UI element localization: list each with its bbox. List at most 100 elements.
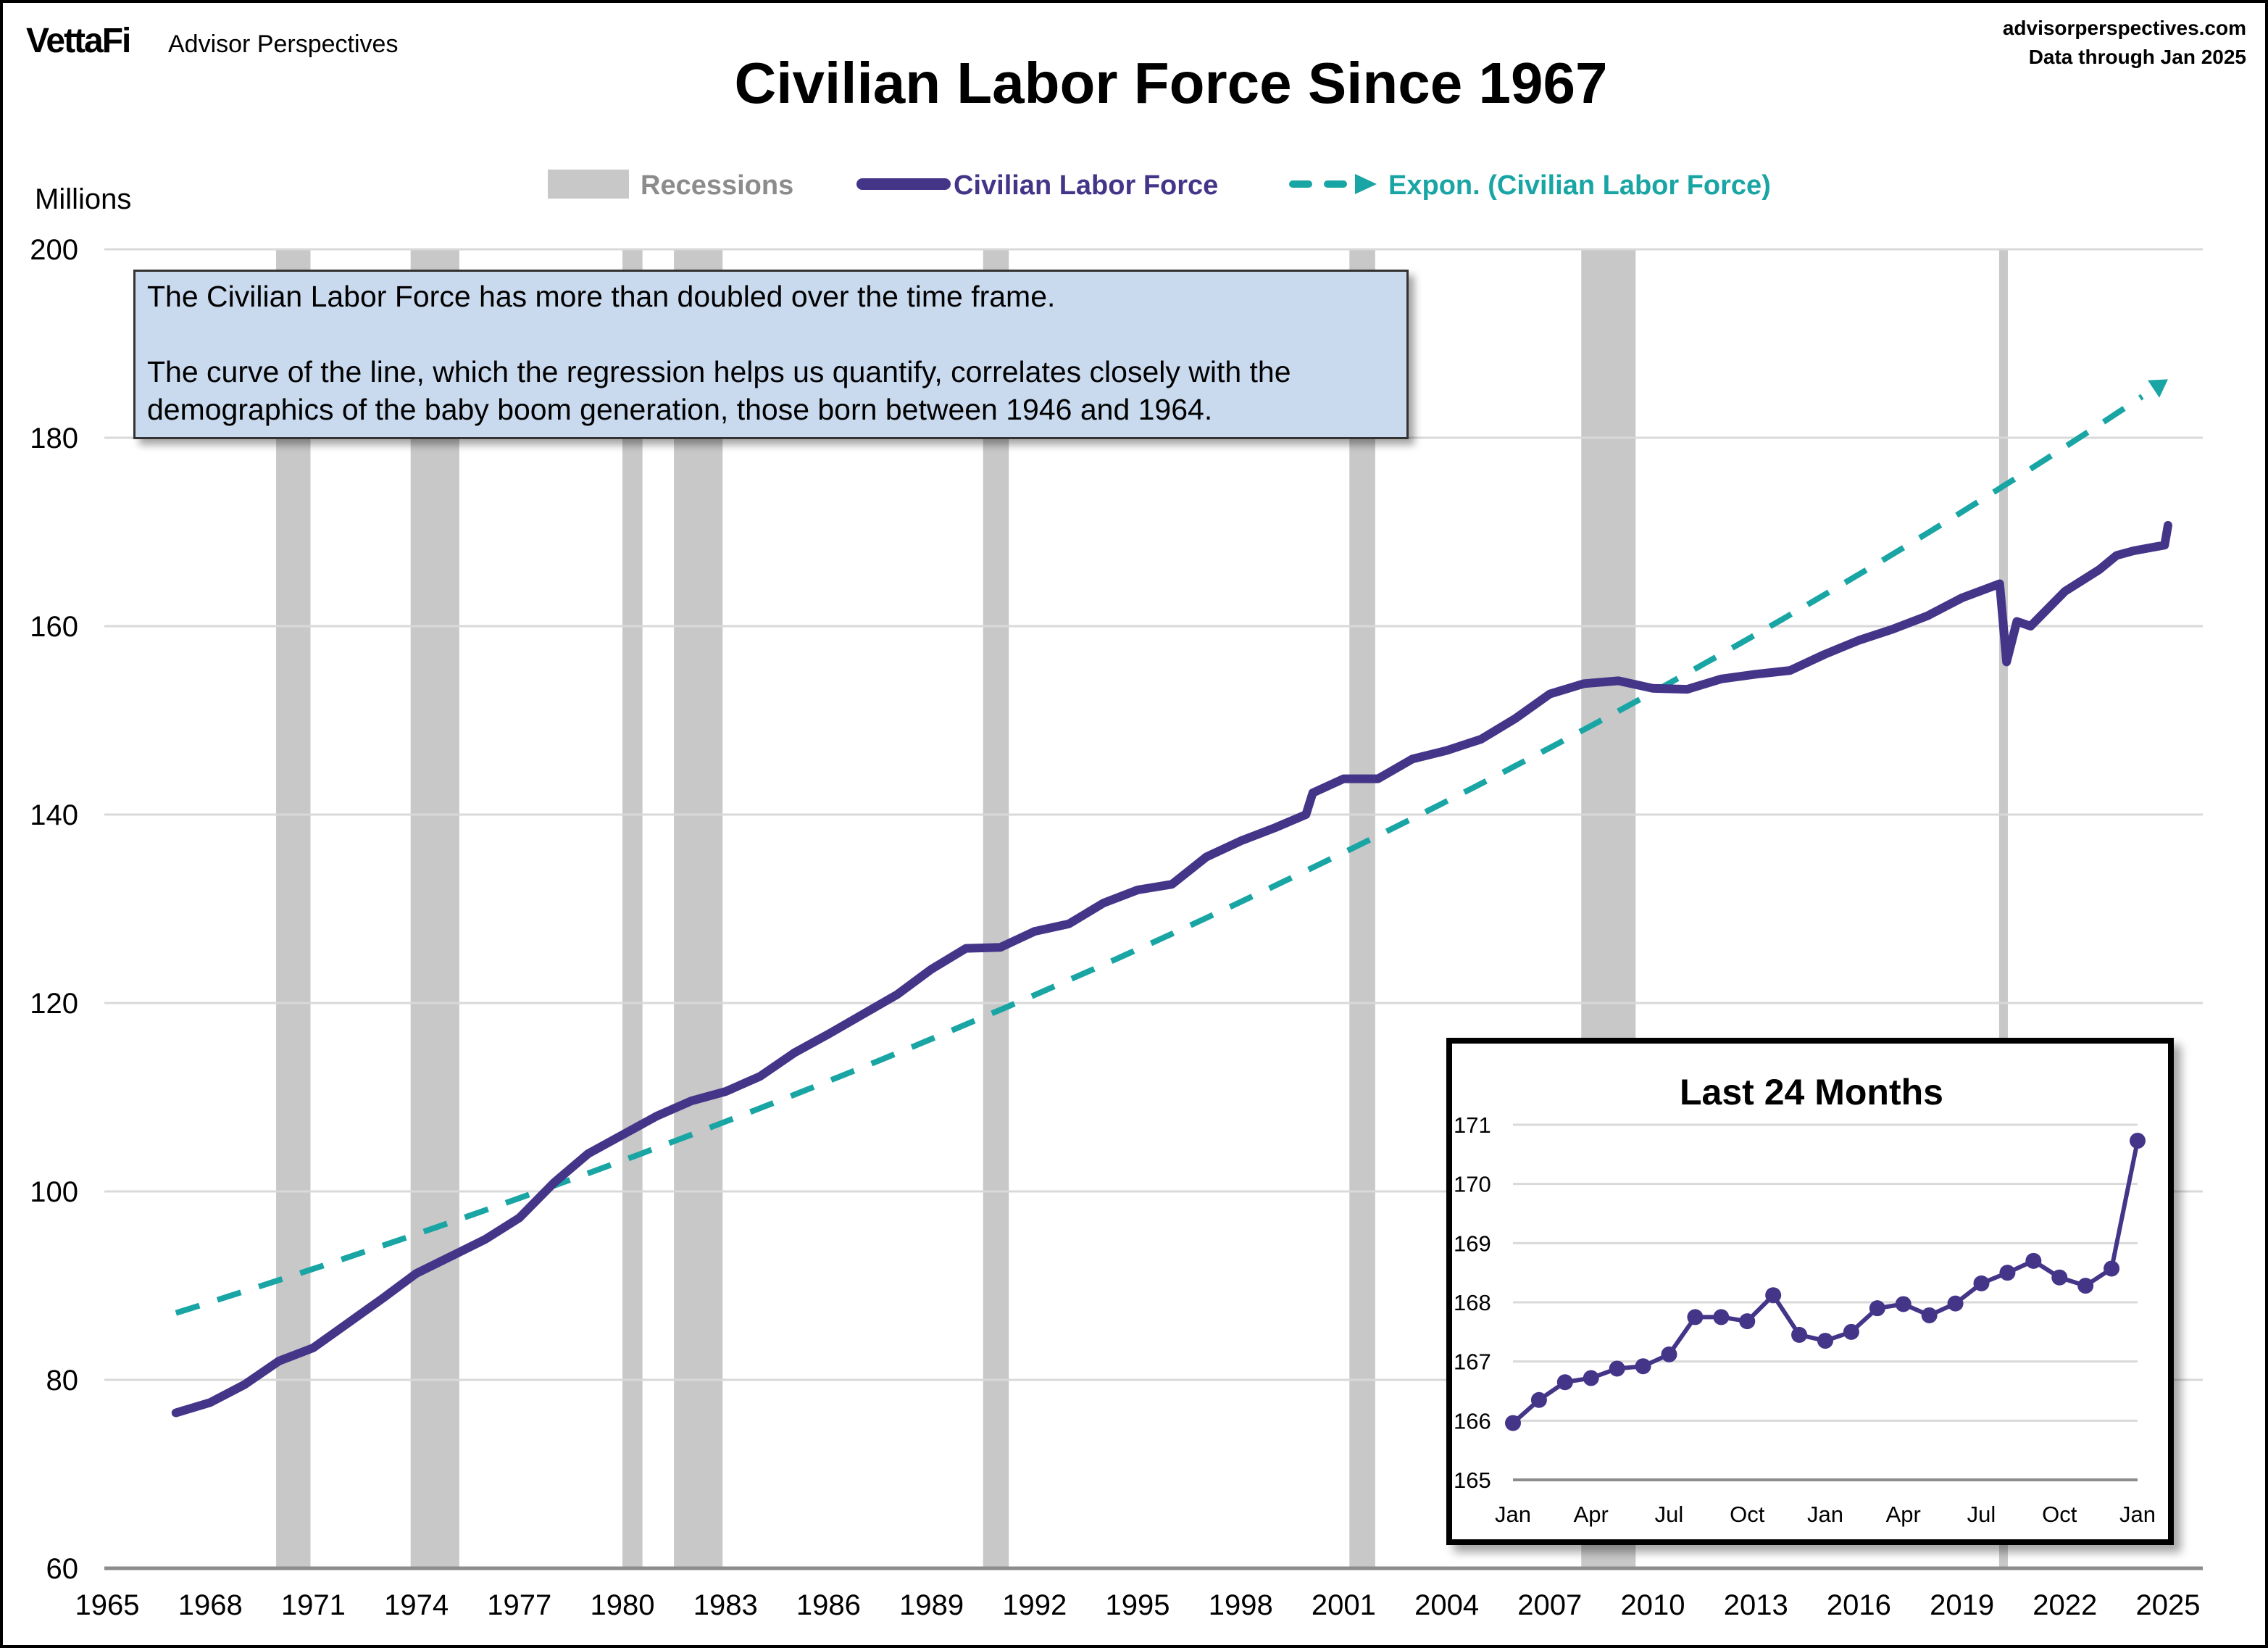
inset-x-tick-label: Apr (1574, 1502, 1609, 1527)
x-tick-label: 2007 (1517, 1589, 1582, 1621)
recession-band (674, 249, 723, 1568)
inset-y-tick-label: 166 (1454, 1408, 1491, 1433)
inset-point (1947, 1295, 1964, 1312)
inset-point (1817, 1333, 1833, 1349)
inset-y-ticks: 165 166 167 168 169 170 171 (1454, 1112, 1491, 1493)
legend: Recessions Civilian Labor Force Expon. (… (548, 170, 1771, 201)
recession-band (983, 249, 1009, 1568)
x-tick-label: 1977 (487, 1589, 551, 1621)
inset-point (1530, 1391, 1547, 1408)
x-tick-label: 2010 (1621, 1589, 1685, 1621)
y-tick-label: 60 (46, 1553, 79, 1585)
inset-chart: Last 24 Months 165 166 167 168 169 170 171 Jan… (1454, 1072, 2156, 1527)
y-tick-label: 160 (30, 611, 78, 643)
inset-point (1869, 1300, 1885, 1317)
inset-series (1505, 1133, 2146, 1431)
trend-arrow-icon (2148, 379, 2168, 398)
recession-bands (276, 249, 2008, 1568)
x-tick-label: 1971 (281, 1589, 346, 1621)
x-tick-label: 2016 (1827, 1589, 1891, 1621)
inset-point (1999, 1265, 2016, 1281)
annotation-line-2: The curve of the line, which the regress… (147, 355, 1291, 426)
legend-swatch-recessions (548, 170, 629, 199)
inset-x-tick-label: Oct (2042, 1502, 2077, 1527)
x-tick-label: 2013 (1724, 1589, 1788, 1621)
legend-arrow-icon (1355, 174, 1377, 194)
inset-point (2025, 1252, 2042, 1269)
inset-title: Last 24 Months (1680, 1072, 1943, 1112)
series (171, 379, 2172, 1418)
logo-vettafi: VettaFi (26, 22, 130, 60)
inset-x-tick-label: Jan (1495, 1502, 1531, 1527)
x-tick-label: 1974 (384, 1589, 449, 1621)
data-through: Data through Jan 2025 (2029, 46, 2246, 68)
y-tick-label: 180 (30, 423, 78, 454)
inset-point (1921, 1307, 1938, 1323)
site-url: advisorperspectives.com (2003, 17, 2246, 39)
recession-band (276, 249, 311, 1568)
inset-last-24-months: Last 24 Months 165 166 167 168 169 170 171 Jan… (1446, 1038, 2174, 1545)
x-ticks: 1965 1968 1971 1974 1977 1980 1983 1986 1989 1992… (75, 1589, 2201, 1621)
x-tick-label: 2025 (2136, 1589, 2201, 1621)
inset-point (1687, 1309, 1704, 1326)
inset-point (1635, 1358, 1651, 1375)
inset-point (1843, 1323, 1859, 1340)
recession-band (410, 249, 459, 1568)
inset-x-tick-label: Oct (1730, 1502, 1765, 1527)
y-tick-label: 120 (30, 988, 78, 1020)
x-tick-label: 1983 (693, 1589, 758, 1621)
inset-x-tick-label: Apr (1886, 1502, 1921, 1527)
inset-point (1583, 1370, 1599, 1386)
x-tick-label: 2001 (1312, 1589, 1376, 1621)
inset-x-tick-label: Jan (1807, 1502, 1843, 1527)
inset-point (1661, 1346, 1677, 1362)
y-tick-label: 100 (30, 1176, 78, 1208)
y-tick-label: 200 (30, 234, 78, 266)
legend-label-line: Civilian Labor Force (954, 170, 1218, 201)
inset-y-tick-label: 168 (1454, 1290, 1491, 1315)
y-axis-label: Millions (35, 183, 131, 215)
x-tick-label: 1989 (899, 1589, 964, 1621)
inset-point (2130, 1133, 2146, 1149)
recession-band (1349, 249, 1375, 1568)
x-tick-label: 2004 (1414, 1589, 1479, 1621)
x-tick-label: 1986 (796, 1589, 861, 1621)
labor-force-line (171, 520, 2172, 1418)
inset-y-tick-label: 167 (1454, 1349, 1491, 1375)
inset-point (2104, 1260, 2120, 1277)
legend-label-recessions: Recessions (641, 170, 793, 201)
inset-x-tick-label: Jul (1655, 1502, 1684, 1527)
inset-y-tick-label: 165 (1454, 1468, 1491, 1493)
x-tick-label: 1980 (591, 1589, 655, 1621)
x-tick-label: 1995 (1106, 1589, 1170, 1621)
inset-point (1791, 1326, 1808, 1343)
y-tick-label: 140 (30, 799, 78, 831)
logo-advisor-perspectives: Advisor Perspectives (168, 30, 398, 58)
inset-point (1556, 1374, 1573, 1391)
inset-point (1973, 1275, 1990, 1291)
inset-point (1895, 1296, 1911, 1312)
inset-point (1713, 1309, 1730, 1326)
inset-y-tick-label: 171 (1454, 1112, 1491, 1138)
x-tick-label: 1992 (1002, 1589, 1067, 1621)
x-tick-label: 2022 (2033, 1589, 2097, 1621)
x-tick-label: 2019 (1930, 1589, 1994, 1621)
inset-point (1765, 1287, 1782, 1304)
legend-label-trend: Expon. (Civilian Labor Force) (1388, 170, 1771, 201)
recession-band (622, 249, 643, 1568)
inset-x-tick-label: Jan (2119, 1502, 2156, 1527)
trend-line (175, 394, 2144, 1316)
y-ticks: 60 80 100 120 140 160 180 200 (30, 234, 78, 1585)
annotation-line-1: The Civilian Labor Force has more than d… (147, 280, 1056, 313)
inset-gridlines (1513, 1123, 2138, 1481)
inset-point (1609, 1360, 1625, 1377)
inset-point (1505, 1415, 1521, 1431)
inset-point (2077, 1278, 2094, 1294)
inset-y-tick-label: 170 (1454, 1172, 1491, 1197)
x-tick-label: 1998 (1209, 1589, 1273, 1621)
x-tick-label: 1968 (178, 1589, 243, 1621)
y-tick-label: 80 (46, 1365, 79, 1397)
inset-point (2051, 1269, 2068, 1286)
